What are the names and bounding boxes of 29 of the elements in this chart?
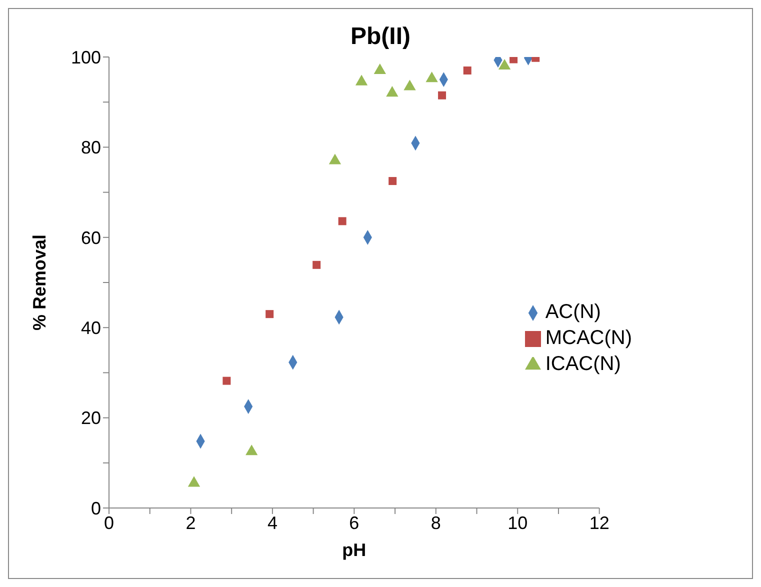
point bbox=[510, 57, 518, 64]
x-tick-label: 12 bbox=[589, 512, 610, 533]
x-tick-label: 6 bbox=[349, 512, 360, 533]
point bbox=[222, 376, 231, 385]
point bbox=[338, 217, 346, 226]
y-axis-title: % Removal bbox=[29, 234, 50, 331]
legend-label: ICAC(N) bbox=[545, 353, 621, 375]
point bbox=[246, 444, 258, 456]
legend-label: AC(N) bbox=[545, 301, 601, 323]
point bbox=[266, 310, 274, 318]
y-tick-label: 60 bbox=[80, 228, 101, 248]
y-tick-label: 0 bbox=[90, 498, 101, 518]
point bbox=[312, 260, 321, 269]
point bbox=[438, 91, 446, 100]
point bbox=[463, 66, 472, 75]
y-tick-label: 80 bbox=[80, 138, 101, 158]
x-tick-label: 10 bbox=[508, 512, 528, 533]
y-tick-label: 20 bbox=[80, 408, 101, 428]
y-tick-label: 40 bbox=[80, 318, 101, 338]
point bbox=[188, 476, 200, 487]
x-axis-title: pH bbox=[342, 540, 366, 560]
y-tick-label: 100 bbox=[70, 47, 101, 68]
x-tick-label: 8 bbox=[430, 512, 441, 533]
chart-title: Pb(II) bbox=[350, 23, 410, 50]
point bbox=[388, 177, 397, 186]
x-tick-label: 0 bbox=[104, 512, 114, 533]
x-tick-label: 4 bbox=[267, 512, 278, 533]
legend-label: MCAC(N) bbox=[545, 327, 632, 349]
x-tick-label: 2 bbox=[186, 512, 196, 533]
